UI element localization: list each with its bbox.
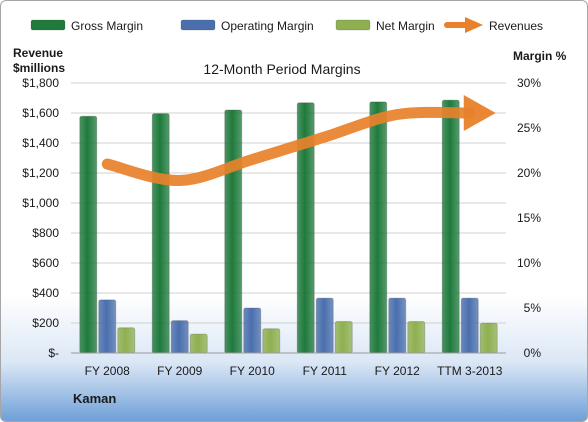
revenues-point	[252, 159, 253, 160]
bar-operating-margin	[315, 297, 334, 354]
bar-net-margin	[262, 328, 281, 354]
legend-arrowhead-revenues	[465, 17, 483, 33]
legend-label-revenues: Revenues	[489, 19, 543, 33]
left-tick-label: $-	[48, 346, 59, 360]
bar-operating-margin	[388, 297, 407, 354]
left-tick-label: $200	[32, 316, 59, 330]
bar-layer	[79, 99, 498, 354]
bar-net-margin	[189, 333, 208, 354]
left-tick-label: $1,800	[22, 76, 59, 90]
bar-gross-margin	[79, 115, 98, 354]
bar-gross-margin	[369, 101, 388, 354]
bar-net-margin	[117, 327, 136, 354]
left-tick-label: $600	[32, 256, 59, 270]
revenues-point	[324, 137, 325, 138]
revenues-point	[397, 114, 398, 115]
right-tick-label: 30%	[517, 76, 541, 90]
category-label: FY 2011	[303, 364, 348, 378]
legend-label-gross-margin: Gross Margin	[71, 19, 143, 33]
left-axis-label-line2: $millions	[13, 61, 65, 75]
legend-swatch-operating-margin	[180, 19, 216, 31]
bar-operating-margin	[460, 297, 479, 354]
bar-operating-margin	[98, 299, 117, 354]
legend-label-operating-margin: Operating Margin	[221, 19, 314, 33]
bar-gross-margin	[151, 113, 170, 354]
bar-operating-margin	[243, 307, 262, 354]
bar-operating-margin	[170, 320, 189, 354]
chart-title: 12-Month Period Margins	[203, 61, 360, 77]
right-tick-label: 10%	[517, 256, 541, 270]
left-tick-label: $1,200	[22, 166, 59, 180]
revenues-arrowhead	[463, 95, 496, 131]
category-label: FY 2010	[230, 364, 275, 378]
left-tick-label: $1,000	[22, 196, 59, 210]
company-label: Kaman	[73, 391, 116, 406]
line-layer	[101, 95, 496, 186]
left-tick-label: $1,400	[22, 136, 59, 150]
revenues-point	[469, 113, 470, 114]
axis-layer: $- $200 $400 $600 $800 $1,000 $1,200 $1,400 $1,6…	[22, 76, 541, 378]
category-label: FY 2012	[375, 364, 420, 378]
legend: Gross Margin Operating Margin Net Margin Re…	[30, 17, 543, 33]
right-axis-label: Margin %	[513, 49, 567, 63]
legend-swatch-gross-margin	[30, 19, 66, 31]
grid-layer	[71, 82, 506, 354]
category-label: FY 2008	[85, 364, 130, 378]
bar-gross-margin	[224, 109, 243, 354]
left-tick-label: $800	[32, 226, 59, 240]
category-label: TTM 3-2013	[437, 364, 503, 378]
left-axis-label-line1: Revenue	[13, 46, 63, 60]
revenues-point	[107, 164, 108, 165]
right-tick-label: 25%	[517, 121, 541, 135]
revenues-point	[179, 180, 180, 181]
legend-swatch-net-margin	[335, 19, 371, 31]
left-tick-label: $1,600	[22, 106, 59, 120]
revenues-line	[101, 106, 476, 186]
right-tick-label: 15%	[517, 211, 541, 225]
bar-net-margin	[407, 321, 426, 354]
bar-gross-margin	[441, 99, 460, 354]
legend-label-net-margin: Net Margin	[376, 19, 435, 33]
category-label: FY 2009	[157, 364, 202, 378]
right-tick-label: 20%	[517, 166, 541, 180]
right-tick-label: 5%	[524, 301, 542, 315]
left-tick-label: $400	[32, 286, 59, 300]
bar-net-margin	[479, 322, 498, 354]
right-tick-label: 0%	[524, 346, 542, 360]
bar-net-margin	[334, 321, 353, 354]
